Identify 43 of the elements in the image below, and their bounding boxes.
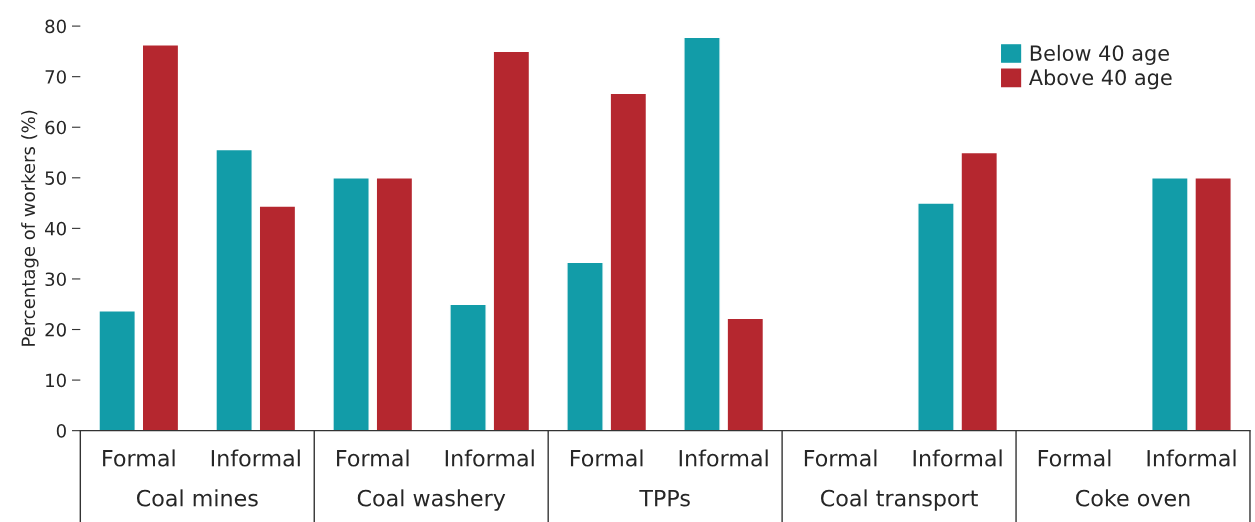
x-tick-label: Formal — [1038, 449, 1111, 467]
bar — [141, 44, 180, 431]
text: TPPs — [639, 490, 690, 507]
y-tick-label: 60 — [45, 120, 66, 135]
x-tick-label: Informal — [679, 449, 768, 467]
text: Coal washery — [357, 489, 506, 511]
bar — [215, 148, 253, 431]
bar — [960, 151, 999, 431]
bar — [683, 36, 721, 431]
legend-label: Below 40 age — [1030, 44, 1169, 66]
x-tick-label: Formal — [570, 449, 643, 467]
bar — [917, 202, 955, 431]
bar — [449, 303, 487, 431]
text: Coal mines — [136, 489, 258, 507]
bar — [726, 317, 765, 431]
x-tick-label: Informal — [445, 449, 534, 467]
y-tick-label: 20 — [45, 322, 66, 337]
x-tick-label: Informal — [211, 449, 300, 467]
y-tick-label: 70 — [45, 70, 66, 84]
text: Coal transport — [821, 489, 978, 511]
bar — [98, 310, 136, 431]
bar — [566, 261, 604, 431]
x-tick-label: Informal — [913, 449, 1002, 467]
y-tick-label: 40 — [45, 221, 66, 236]
bar — [1194, 177, 1232, 431]
legend-label: Above 40 age — [1028, 69, 1172, 90]
y-tick-label: 0 — [56, 424, 66, 438]
bar — [1151, 177, 1189, 431]
bar — [375, 177, 414, 431]
x-tick-label: Informal — [1147, 449, 1236, 467]
bar — [332, 177, 370, 431]
text: Coke oven — [1076, 489, 1190, 507]
y-tick-label: 50 — [45, 171, 66, 185]
y-tick-label: 80 — [45, 19, 66, 34]
x-tick-label: Formal — [337, 449, 409, 467]
x-tick-label: Formal — [804, 449, 877, 467]
bar — [609, 92, 648, 431]
y-tick-label: 10 — [46, 373, 66, 388]
y-axis-title: Percentage of workers (%) — [21, 110, 39, 346]
bar — [492, 50, 531, 431]
y-tick-label: 30 — [45, 272, 66, 287]
x-tick-label: Formal — [103, 449, 175, 467]
bar — [258, 205, 297, 431]
